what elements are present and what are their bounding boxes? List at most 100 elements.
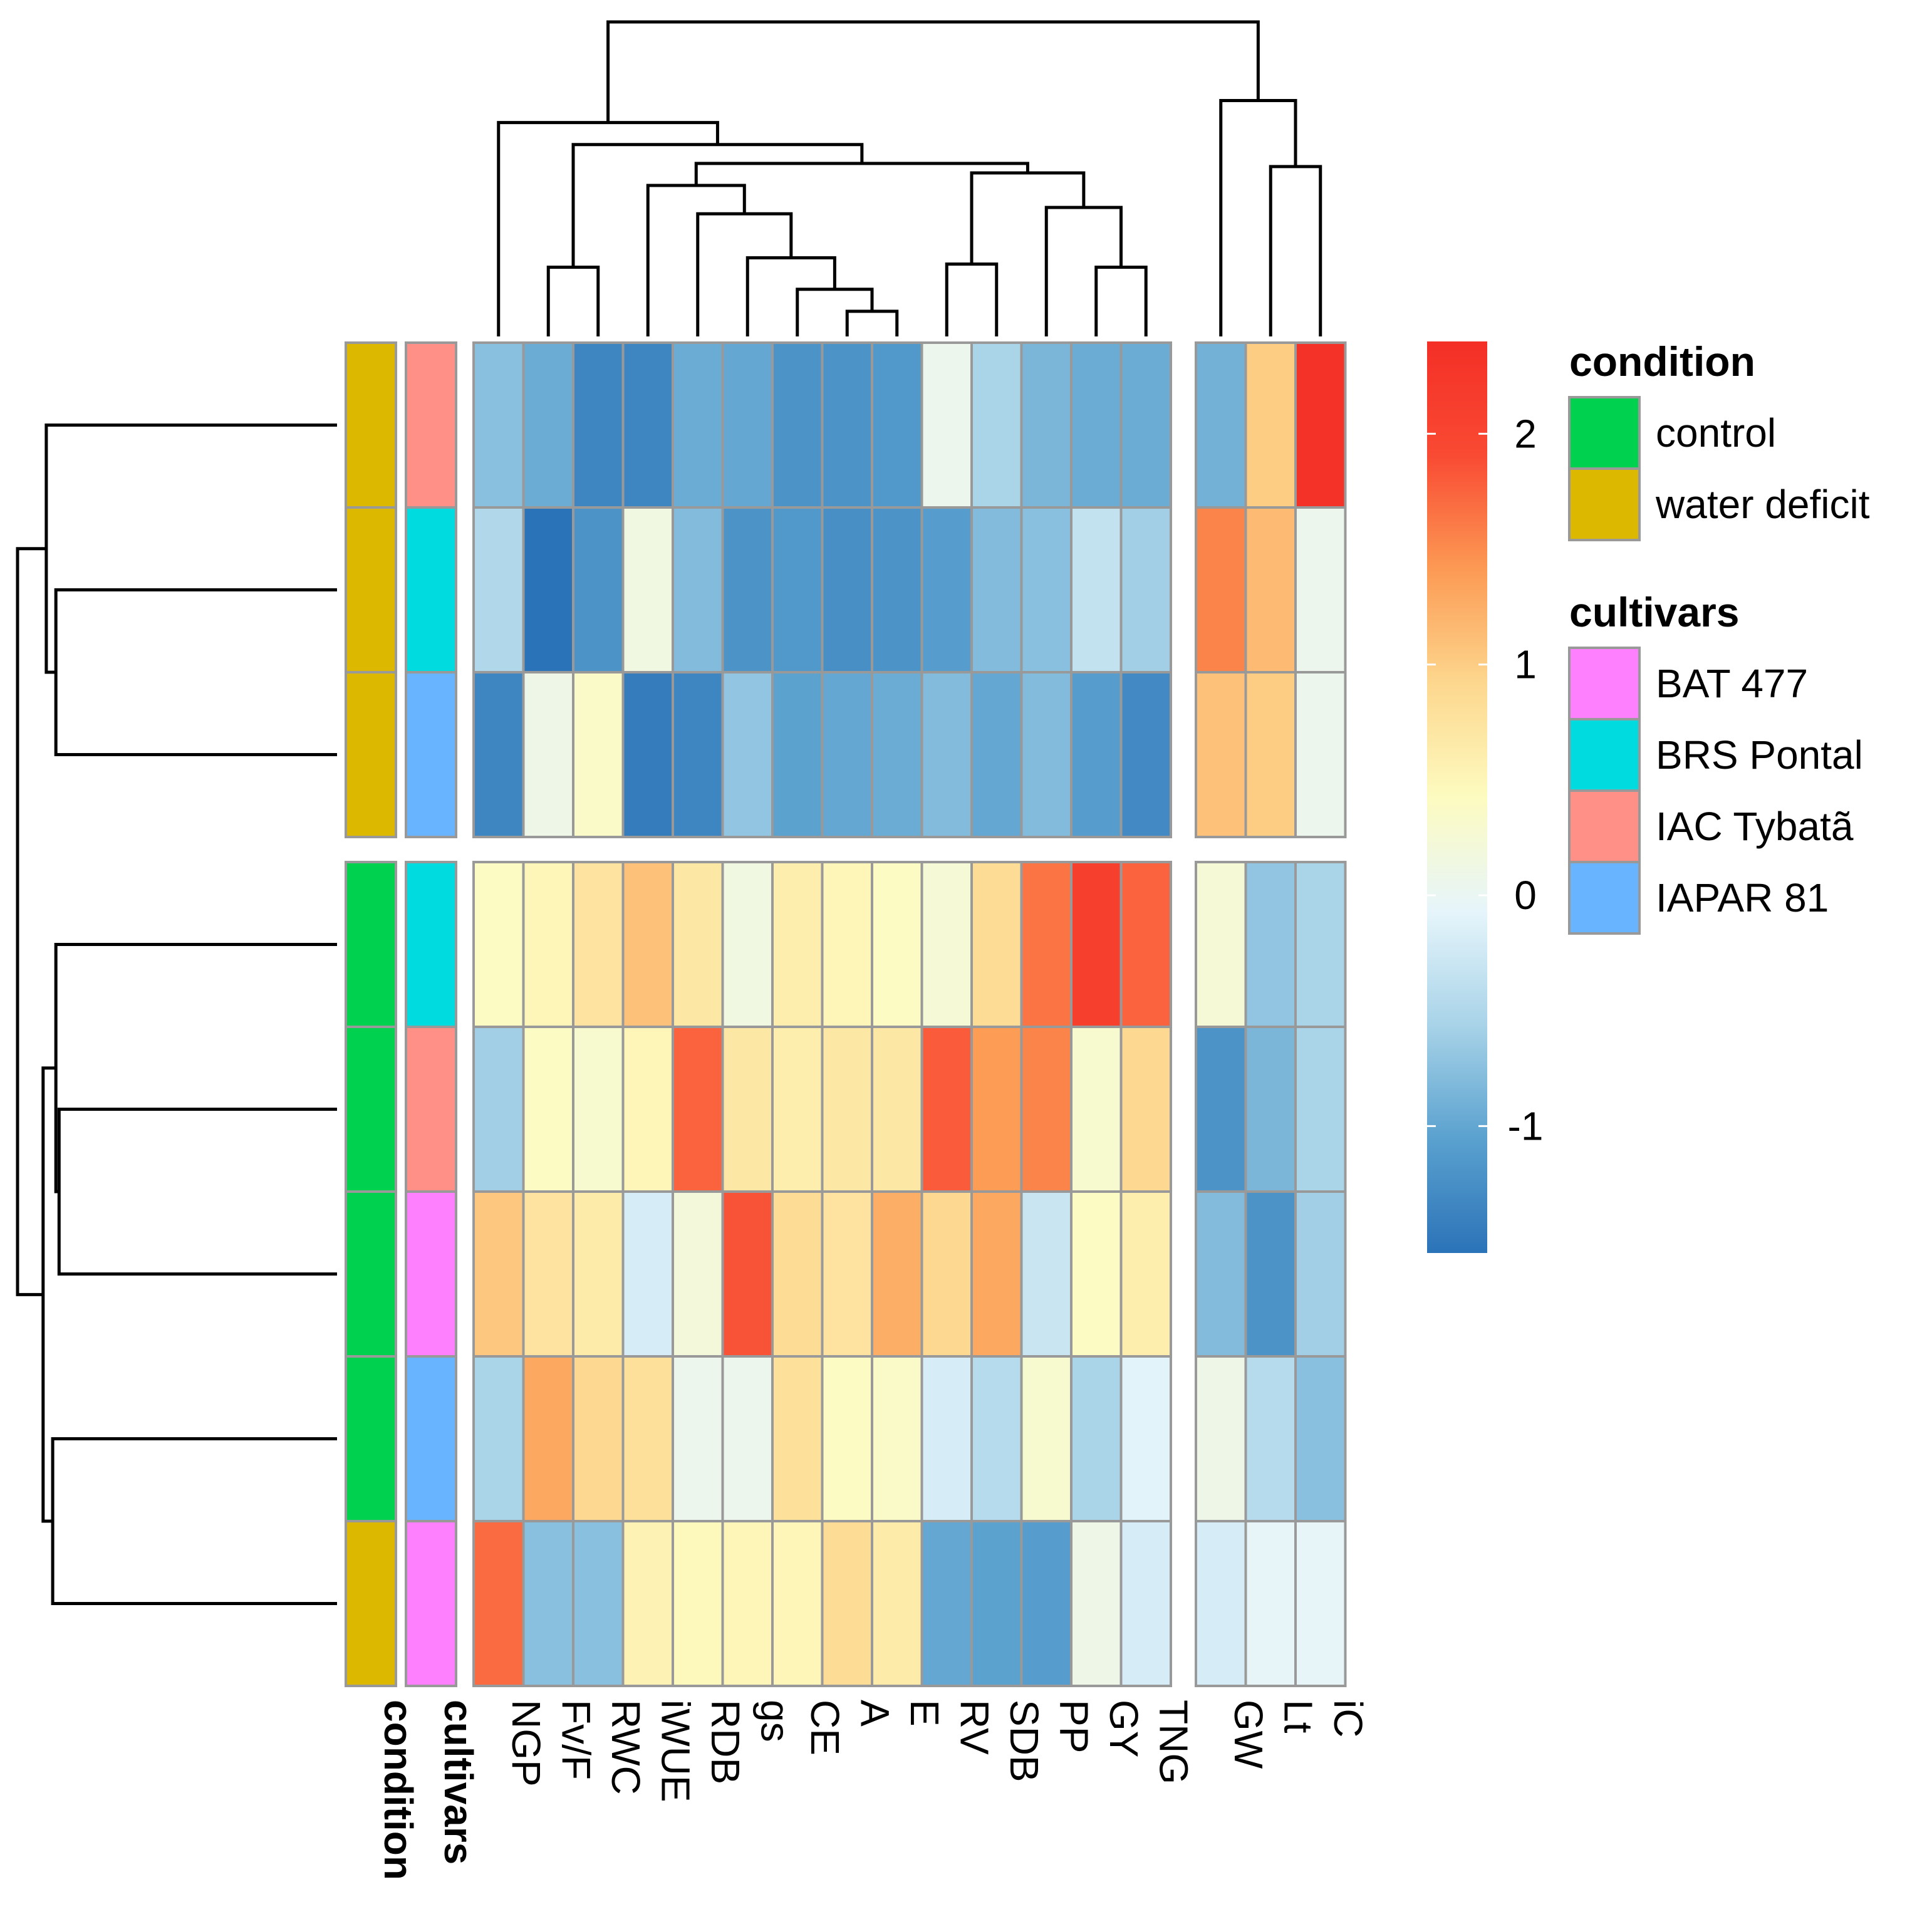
dendrogram-branch [1094, 266, 1148, 336]
column-dendrogram [497, 20, 1322, 336]
condition-annotation-cell [345, 1355, 397, 1522]
column-label: NGP [504, 1700, 549, 1787]
heatmap-cells [472, 341, 1347, 1687]
column-label: TNG [1151, 1700, 1196, 1784]
heatmap-cell [771, 1026, 824, 1193]
dendrogram-branch [54, 943, 337, 1193]
cultivars-legend-label: BAT 477 [1656, 661, 1808, 706]
heatmap-cell [920, 1355, 973, 1522]
dendrogram-branch [1044, 205, 1123, 336]
cultivars-axis-label: cultivars [436, 1700, 481, 1864]
heatmap-cell [771, 1520, 824, 1687]
heatmap-cell [871, 671, 923, 838]
dendrogram-branch [51, 1437, 337, 1605]
column-labels: NGP Fv/F RWC iWUE RDB gs CE A E RV SDB PP GY TNG GW Lt i… [504, 1700, 1371, 1802]
color-scale-legend: -1 0 1 2 [1427, 341, 1543, 1253]
heatmap-cell [970, 671, 1023, 838]
heatmap-cell [1195, 1355, 1247, 1522]
heatmap-cell [472, 506, 525, 673]
heatmap-cell [1195, 506, 1247, 673]
heatmap-cell [1119, 1026, 1172, 1193]
column-label: SDB [1002, 1700, 1047, 1782]
heatmap-cell [1195, 861, 1247, 1028]
heatmap-cell [721, 1355, 774, 1522]
cultivars-legend-swatch [1568, 789, 1641, 863]
heatmap-cell [1119, 1355, 1172, 1522]
heatmap-cell [522, 341, 574, 509]
heatmap-cell [871, 1355, 923, 1522]
heatmap-cell [621, 1355, 674, 1522]
heatmap-cell [621, 506, 674, 673]
heatmap-cell [1244, 1520, 1297, 1687]
heatmap-cell [1294, 506, 1347, 673]
heatmap-cell [970, 341, 1023, 509]
heatmap-cell [1195, 1520, 1247, 1687]
heatmap-cell [1070, 861, 1123, 1028]
heatmap-cell [771, 506, 824, 673]
heatmap-cell [472, 861, 525, 1028]
heatmap-cell [771, 861, 824, 1028]
heatmap-cell [572, 341, 625, 509]
heatmap-cell [721, 341, 774, 509]
heatmap-cell [572, 861, 625, 1028]
heatmap-cell [472, 1520, 525, 1687]
heatmap-cell [970, 1026, 1023, 1193]
heatmap-cell [522, 506, 574, 673]
heatmap-cell [672, 861, 724, 1028]
cultivars-legend-label: BRS Pontal [1656, 732, 1863, 777]
dendrogram-branch [606, 20, 1260, 123]
dendrogram-branch [696, 212, 793, 336]
cultivars-legend-swatch [1568, 718, 1641, 792]
heatmap-cell [821, 1520, 873, 1687]
heatmap-cell [1020, 1520, 1072, 1687]
condition-legend-swatch [1568, 467, 1641, 541]
condition-legend-swatch [1568, 396, 1641, 470]
color-scale-bar [1427, 341, 1487, 1253]
heatmap-cell [821, 1355, 873, 1522]
column-label: iWUE [653, 1700, 698, 1802]
heatmap-cell [672, 1190, 724, 1358]
dendrogram-branch [546, 266, 600, 336]
color-scale-tick-label: -1 [1508, 1103, 1544, 1148]
column-label: RDB [703, 1700, 748, 1784]
heatmap-cell [821, 506, 873, 673]
heatmap-cell [970, 1355, 1023, 1522]
heatmap-cell [1244, 1190, 1297, 1358]
heatmap-cell [672, 341, 724, 509]
cultivars-legend-label: IAC Tybatã [1656, 804, 1854, 849]
heatmap-cell [621, 1190, 674, 1358]
heatmap-cell [1020, 671, 1072, 838]
heatmap-cell [1294, 671, 1347, 838]
dendrogram-branch [44, 424, 337, 674]
heatmap-cell [871, 1520, 923, 1687]
heatmap-cell [522, 1026, 574, 1193]
heatmap-cell [1294, 1190, 1347, 1358]
heatmap-cell [771, 1190, 824, 1358]
heatmap-cell [1294, 341, 1347, 509]
heatmap-cell [1119, 861, 1172, 1028]
heatmap-cell [472, 671, 525, 838]
heatmap-cell [672, 1026, 724, 1193]
heatmap-cell [970, 861, 1023, 1028]
heatmap-cell [1294, 1520, 1347, 1687]
heatmap-cell [871, 1190, 923, 1358]
heatmap-cell [920, 341, 973, 509]
heatmap-cell [1020, 341, 1072, 509]
heatmap-cell [1195, 1026, 1247, 1193]
annotation-labels: condition cultivars [376, 1700, 481, 1880]
heatmap-cell [1195, 671, 1247, 838]
heatmap-cell [970, 1190, 1023, 1358]
heatmap-cell [1070, 1520, 1123, 1687]
column-label: GY [1101, 1700, 1146, 1757]
heatmap-cell [621, 341, 674, 509]
color-scale-tick-label: 0 [1514, 873, 1537, 918]
heatmap-cell [721, 506, 774, 673]
heatmap-cell [621, 671, 674, 838]
heatmap-cell [522, 1190, 574, 1358]
heatmap-cell [821, 341, 873, 509]
dendrogram-branch [57, 1108, 337, 1276]
heatmap-cell [771, 671, 824, 838]
dendrogram-branch [497, 121, 719, 336]
cultivars-legend-swatch [1568, 861, 1641, 935]
heatmap-cell [721, 1520, 774, 1687]
